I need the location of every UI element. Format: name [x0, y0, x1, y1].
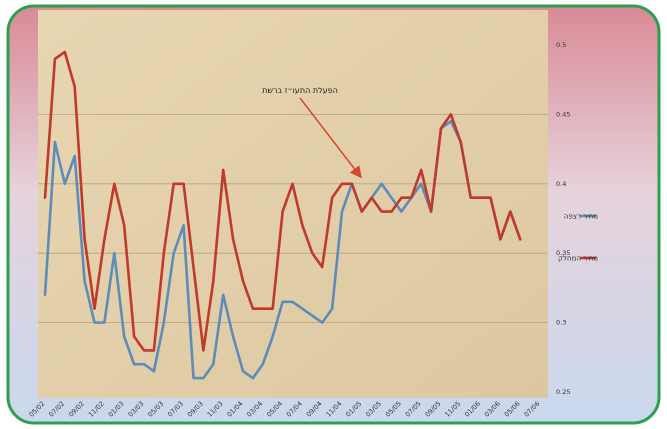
annotation-arrow: [299, 97, 362, 179]
y-tick-label: 0.5: [556, 41, 566, 49]
series-line: [43, 50, 522, 352]
plot-area: [38, 10, 548, 398]
legend-label: מחיר המחלק: [558, 255, 598, 263]
y-tick-label: 0.25: [556, 388, 570, 396]
y-tick-label: 0.35: [556, 249, 570, 257]
annotation: הפעלת התעו״ז ברשת: [262, 86, 338, 95]
y-tick-label: 0.4: [556, 180, 566, 188]
legend-label: מחיר רצפה: [564, 213, 598, 221]
y-tick-label: 0.45: [556, 110, 570, 118]
y-tick-label: 0.3: [556, 319, 566, 327]
